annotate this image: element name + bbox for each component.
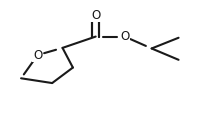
Text: O: O	[120, 30, 129, 43]
Text: O: O	[91, 9, 100, 22]
Text: O: O	[33, 49, 42, 61]
